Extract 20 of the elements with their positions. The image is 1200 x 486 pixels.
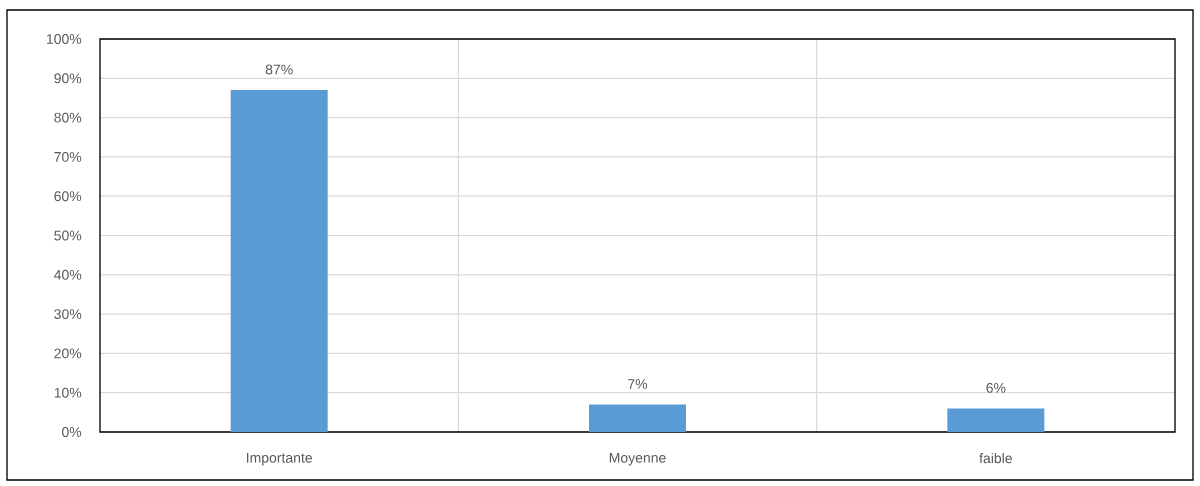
y-tick-label: 50%	[54, 230, 82, 241]
y-tick-label: 20%	[54, 348, 82, 359]
bar	[589, 404, 687, 432]
y-tick-label: 40%	[54, 269, 82, 280]
y-tick-label: 60%	[54, 191, 82, 202]
bar	[947, 408, 1045, 432]
y-tick-label: 10%	[54, 387, 82, 398]
data-label: 7%	[628, 379, 648, 389]
bar	[230, 90, 328, 432]
y-tick-label: 30%	[54, 309, 82, 320]
y-tick-label: 100%	[47, 34, 82, 44]
y-tick-label: 80%	[54, 112, 82, 123]
y-tick-label: 90%	[54, 73, 82, 84]
x-tick-label: Importante	[247, 452, 312, 466]
x-tick-label: Moyenne	[609, 452, 666, 466]
y-tick-label: 70%	[54, 151, 82, 162]
data-label: 6%	[986, 382, 1006, 393]
data-label: 87%	[265, 64, 293, 75]
y-tick-label: 0%	[62, 427, 82, 437]
x-tick-label: faible	[979, 452, 1012, 464]
